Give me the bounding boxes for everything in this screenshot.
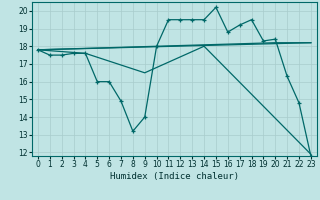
X-axis label: Humidex (Indice chaleur): Humidex (Indice chaleur) (110, 172, 239, 181)
